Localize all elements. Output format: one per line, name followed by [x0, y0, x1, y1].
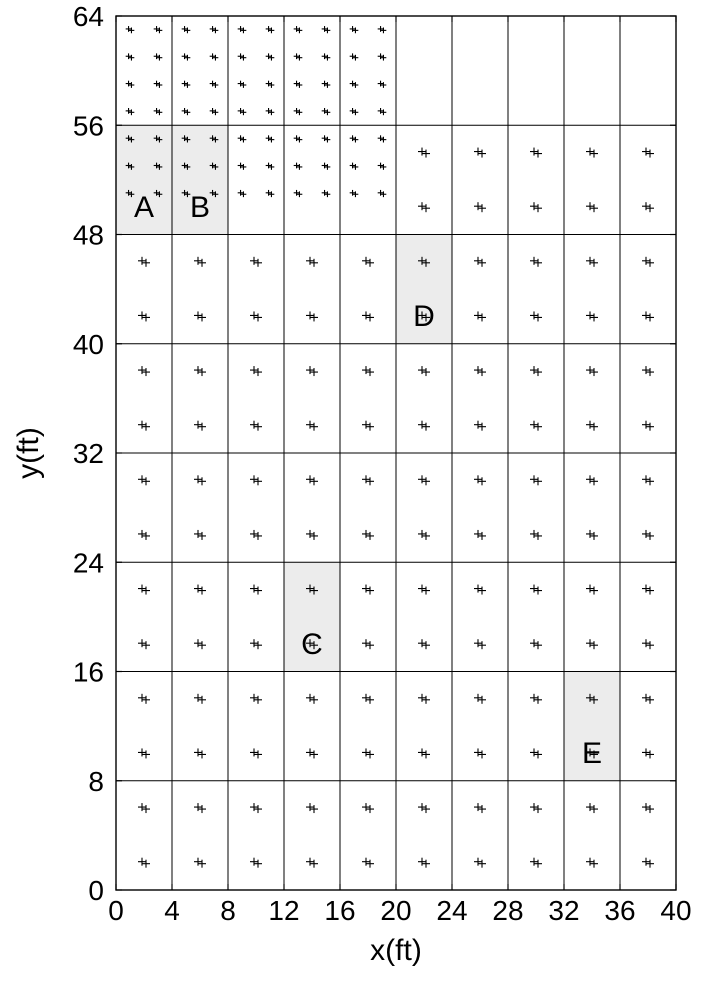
cell-label-E: E [582, 737, 602, 770]
x-tick-label: 40 [660, 895, 691, 926]
y-tick-label: 8 [88, 766, 104, 797]
figure-container: 04812162024283236400816243240485664x(ft)… [0, 0, 723, 1000]
cell-label-D: D [413, 300, 435, 333]
x-tick-label: 16 [324, 895, 355, 926]
cell-label-C: C [301, 628, 323, 661]
cell-label-B: B [190, 191, 210, 224]
x-tick-label: 28 [492, 895, 523, 926]
x-tick-label: 0 [108, 895, 124, 926]
x-tick-label: 24 [436, 895, 467, 926]
x-tick-label: 20 [380, 895, 411, 926]
x-axis-label: x(ft) [370, 934, 422, 967]
x-tick-label: 12 [268, 895, 299, 926]
y-tick-label: 56 [73, 110, 104, 141]
y-tick-label: 48 [73, 220, 104, 251]
x-tick-label: 8 [220, 895, 236, 926]
x-tick-label: 32 [548, 895, 579, 926]
y-tick-label: 16 [73, 657, 104, 688]
cell-label-A: A [134, 191, 154, 224]
y-tick-label: 40 [73, 329, 104, 360]
plot-svg: 04812162024283236400816243240485664x(ft)… [0, 0, 723, 1000]
y-tick-label: 64 [73, 1, 104, 32]
x-tick-label: 4 [164, 895, 180, 926]
y-tick-label: 32 [73, 438, 104, 469]
y-axis-label: y(ft) [12, 427, 45, 479]
x-tick-label: 36 [604, 895, 635, 926]
y-tick-label: 0 [88, 875, 104, 906]
y-tick-label: 24 [73, 547, 104, 578]
